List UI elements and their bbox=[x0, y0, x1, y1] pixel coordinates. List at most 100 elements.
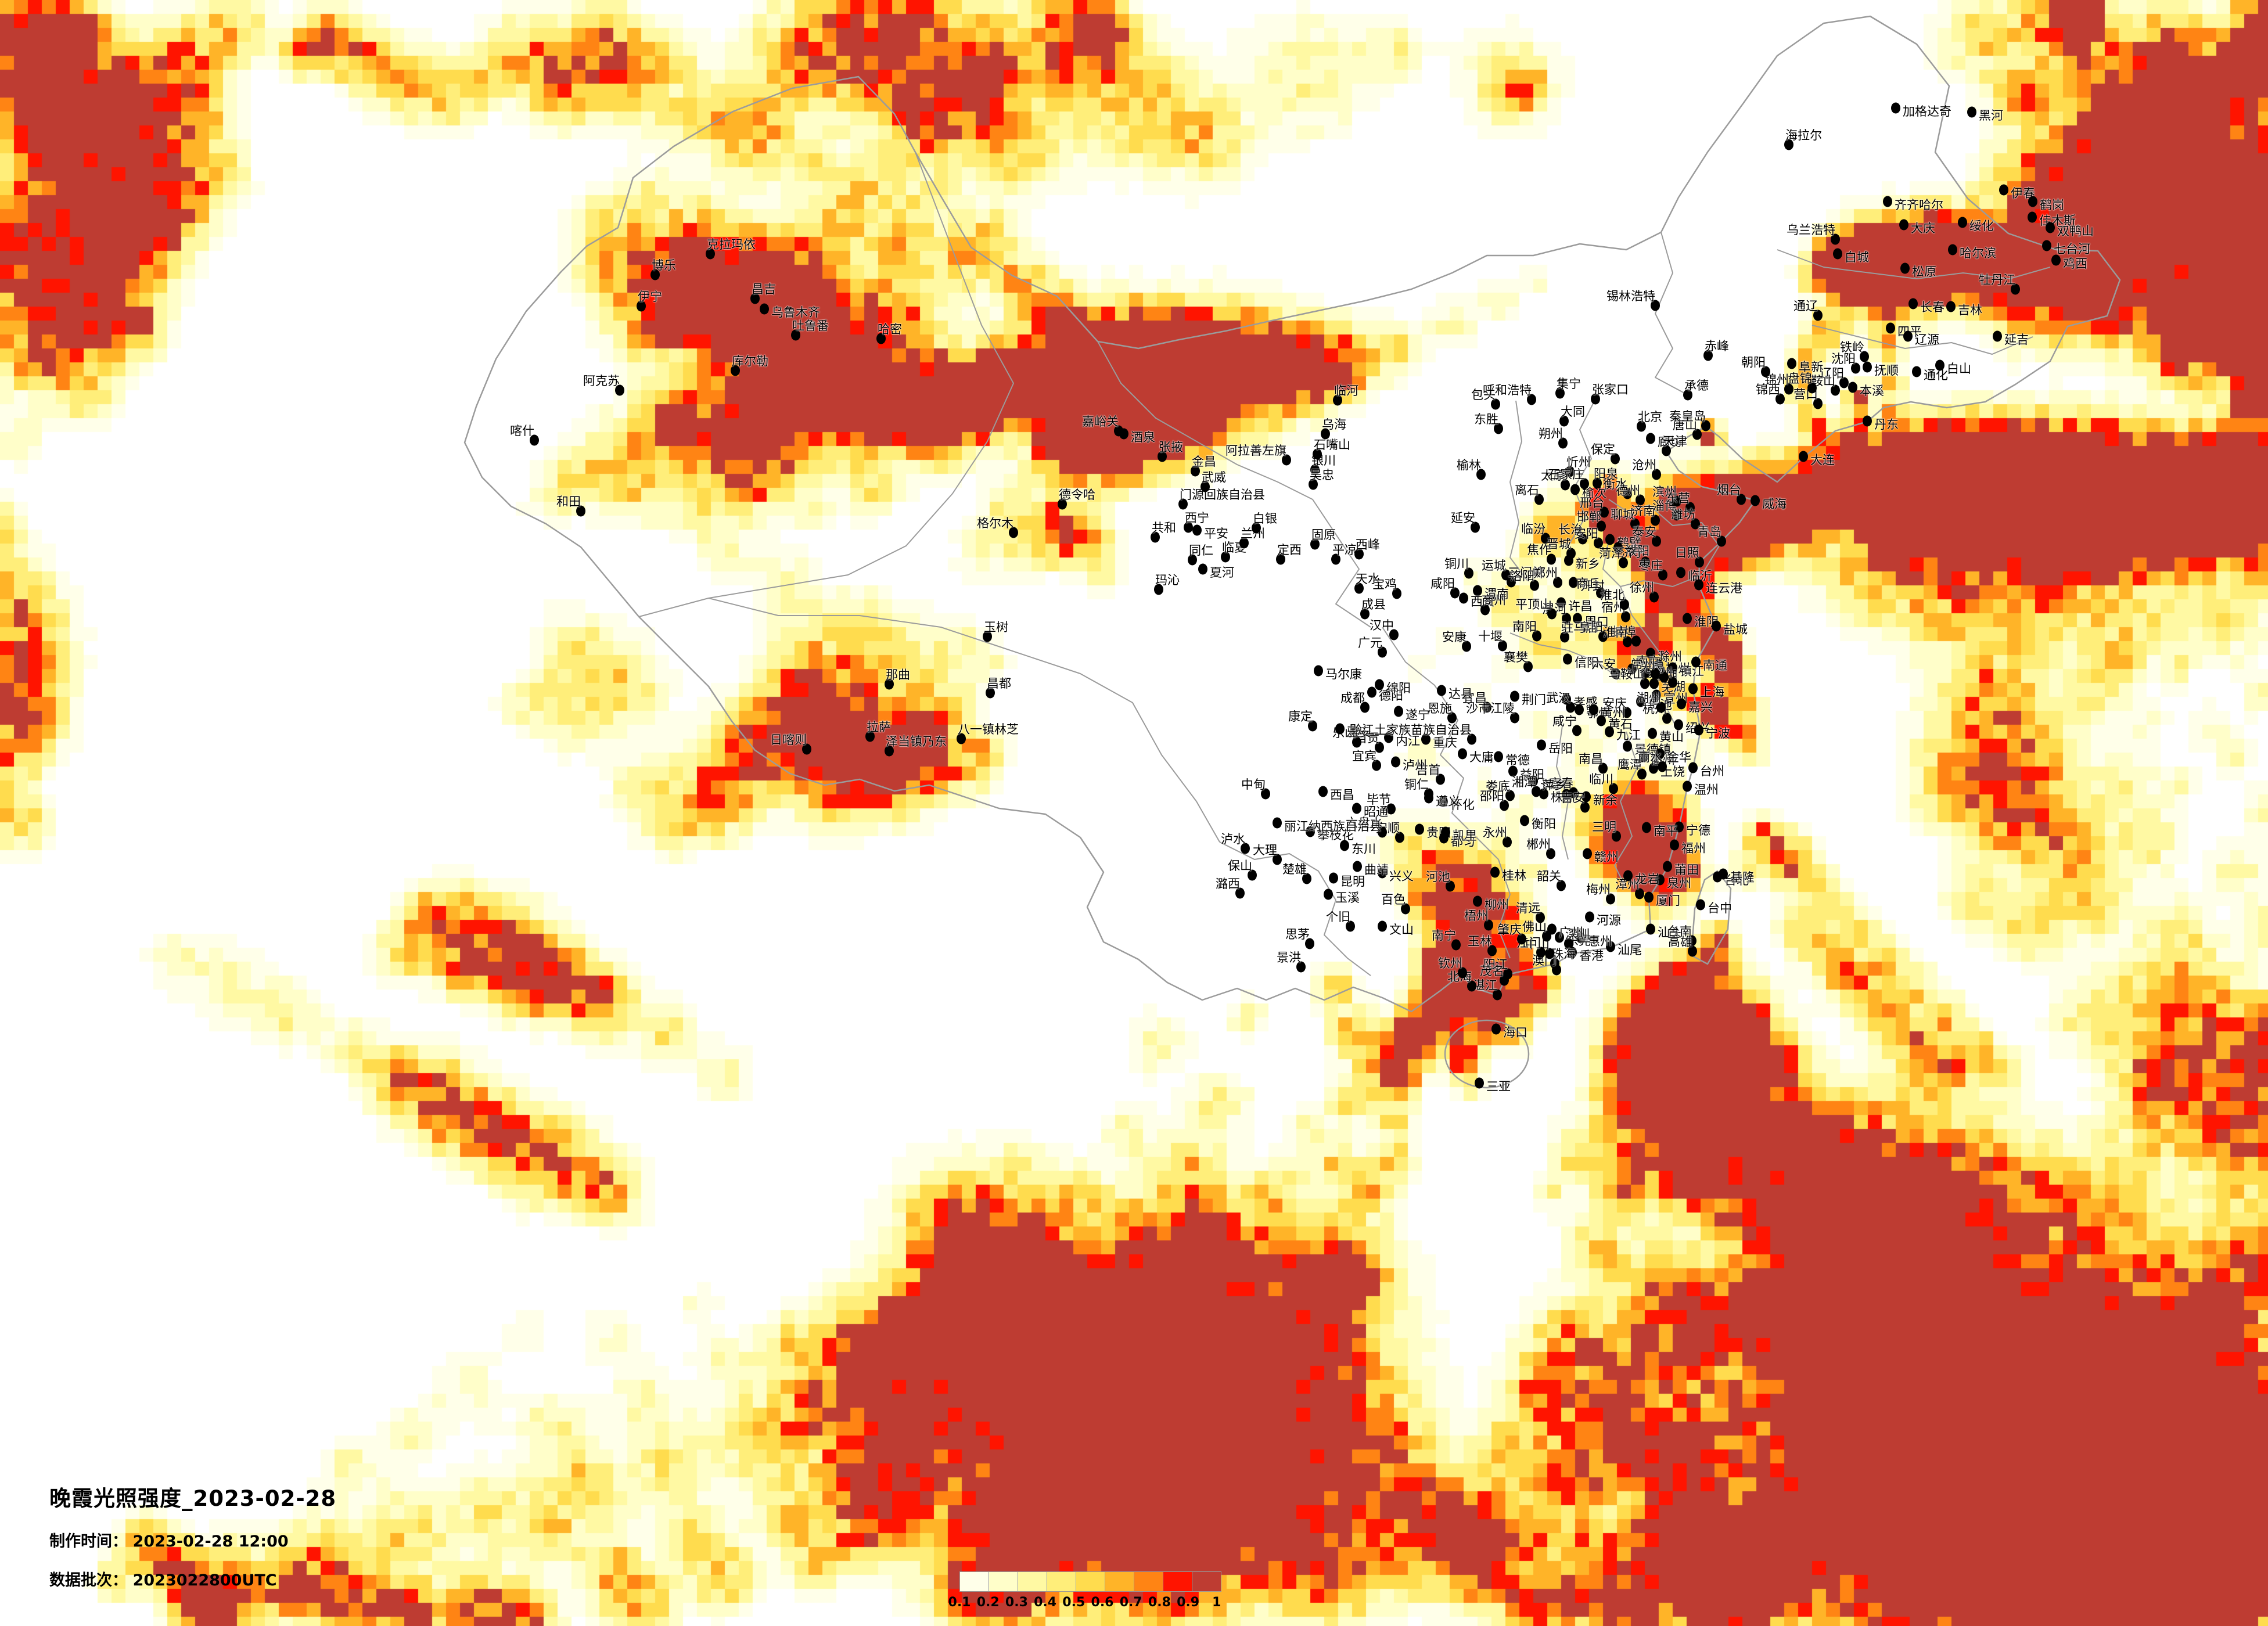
city-label: 榆林 bbox=[1457, 458, 1481, 472]
produced-time-label: 制作时间： bbox=[49, 1533, 128, 1550]
city-label: 河源 bbox=[1597, 913, 1621, 927]
city-dot bbox=[1458, 748, 1467, 760]
city-dot bbox=[1674, 719, 1683, 731]
city-label: 个旧 bbox=[1326, 910, 1350, 924]
city-label: 沈阳 bbox=[1831, 352, 1856, 366]
city-label: 上海 bbox=[1700, 685, 1724, 699]
city-label: 清远 bbox=[1516, 901, 1540, 915]
city-label: 重庆 bbox=[1433, 736, 1457, 750]
city-dot bbox=[1655, 748, 1665, 760]
city-dot bbox=[750, 293, 760, 304]
city-dot bbox=[1437, 685, 1446, 696]
city-label: 基隆 bbox=[1730, 870, 1755, 884]
city-label: 遵义 bbox=[1436, 794, 1460, 808]
city-dot bbox=[1552, 964, 1561, 976]
city-label: 泸水 bbox=[1221, 832, 1245, 846]
city-dot bbox=[1415, 823, 1424, 835]
city-label: 宜宾 bbox=[1352, 749, 1376, 763]
city-label: 西宁 bbox=[1185, 511, 1209, 525]
city-label: 楚雄 bbox=[1282, 862, 1307, 876]
city-dot bbox=[1652, 689, 1661, 701]
city-label: 湛江 bbox=[1473, 979, 1497, 992]
city-label: 乌鲁木齐 bbox=[771, 305, 820, 319]
city-label: 克拉玛依 bbox=[707, 238, 756, 251]
city-dot bbox=[1421, 733, 1430, 745]
city-label: 常德 bbox=[1505, 753, 1530, 767]
city-label: 南通 bbox=[1703, 659, 1727, 672]
city-label: 东川 bbox=[1352, 842, 1376, 856]
city-label: 鹰潭 bbox=[1618, 758, 1642, 772]
city-dot bbox=[1530, 580, 1539, 591]
city-dot bbox=[1378, 867, 1387, 879]
city-dot bbox=[706, 248, 715, 260]
city-dot bbox=[1276, 553, 1285, 565]
city-dot bbox=[1652, 469, 1661, 480]
city-dot bbox=[1391, 756, 1400, 768]
city-label: 玉树 bbox=[984, 620, 1008, 634]
city-dot bbox=[1688, 683, 1698, 695]
city-dot bbox=[1395, 832, 1404, 843]
city-label: 保定 bbox=[1591, 443, 1615, 456]
city-dot bbox=[1683, 389, 1692, 401]
city-label: 本溪 bbox=[1860, 384, 1884, 398]
city-label: 日喀则 bbox=[770, 733, 807, 747]
produced-time-value: 2023-02-28 12:00 bbox=[132, 1533, 289, 1551]
city-dot bbox=[1621, 611, 1630, 623]
city-label: 汕尾 bbox=[1618, 943, 1642, 957]
city-dot bbox=[1354, 548, 1364, 560]
city-label: 宝鸡 bbox=[1372, 577, 1397, 591]
city-dot bbox=[1672, 509, 1681, 521]
city-label: 大庸 bbox=[1469, 750, 1494, 764]
city-label: 海拉尔 bbox=[1785, 128, 1822, 142]
city-dot bbox=[1831, 233, 1840, 245]
city-dot bbox=[1751, 495, 1760, 506]
city-dot bbox=[1688, 945, 1697, 957]
city-label: 南京 bbox=[1636, 654, 1660, 668]
city-label: 镇江 bbox=[1680, 664, 1704, 678]
city-dot bbox=[1784, 139, 1793, 150]
city-dot bbox=[1354, 582, 1364, 594]
city-dot bbox=[1378, 646, 1387, 658]
city-label: 盐城 bbox=[1723, 623, 1748, 636]
city-label: 焦作 bbox=[1527, 543, 1551, 557]
city-label: 吉林 bbox=[1958, 303, 1982, 317]
city-dot bbox=[1999, 184, 2008, 196]
city-dot bbox=[1154, 584, 1163, 595]
city-dot bbox=[1585, 911, 1594, 923]
city-dot bbox=[1623, 488, 1632, 499]
city-dot bbox=[1863, 361, 1872, 373]
city-dot bbox=[1335, 723, 1345, 735]
city-dot bbox=[1611, 453, 1620, 465]
legend-tick: 0.5 bbox=[1062, 1595, 1086, 1610]
city-dot bbox=[1658, 569, 1667, 581]
city-label: 河池 bbox=[1426, 870, 1450, 884]
city-dot bbox=[1694, 579, 1703, 591]
city-dot bbox=[1833, 248, 1842, 260]
city-label: 马鞍山 bbox=[1608, 667, 1645, 681]
city-dot bbox=[1467, 980, 1476, 992]
city-label: 香港 bbox=[1579, 949, 1604, 963]
city-label: 阳泉 bbox=[1594, 467, 1618, 481]
city-dot bbox=[1589, 704, 1598, 715]
city-label: 深圳 bbox=[1565, 927, 1590, 941]
city-label: 呼和浩特 bbox=[1483, 383, 1532, 397]
city-dot bbox=[1471, 521, 1480, 533]
city-label: 绥化 bbox=[1969, 219, 1994, 233]
city-dot bbox=[1649, 591, 1659, 603]
city-dot bbox=[1500, 974, 1509, 986]
city-dot bbox=[2011, 283, 2020, 295]
city-label: 齐齐哈尔 bbox=[1895, 198, 1943, 212]
city-label: 温州 bbox=[1694, 783, 1719, 797]
city-dot bbox=[1683, 780, 1692, 792]
city-dot bbox=[1198, 563, 1207, 575]
legend-swatches bbox=[959, 1571, 1221, 1592]
city-label: 嘉兴 bbox=[1688, 700, 1713, 714]
city-dot bbox=[1641, 667, 1651, 678]
city-dot bbox=[1491, 1023, 1501, 1035]
city-label: 衡阳 bbox=[1532, 817, 1556, 831]
city-dot bbox=[1668, 677, 1677, 688]
city-dot bbox=[1696, 899, 1705, 911]
city-label: 太原 bbox=[1541, 469, 1565, 483]
data-batch-value: 2023022800UTC bbox=[132, 1571, 277, 1589]
city-dot bbox=[1389, 629, 1399, 641]
